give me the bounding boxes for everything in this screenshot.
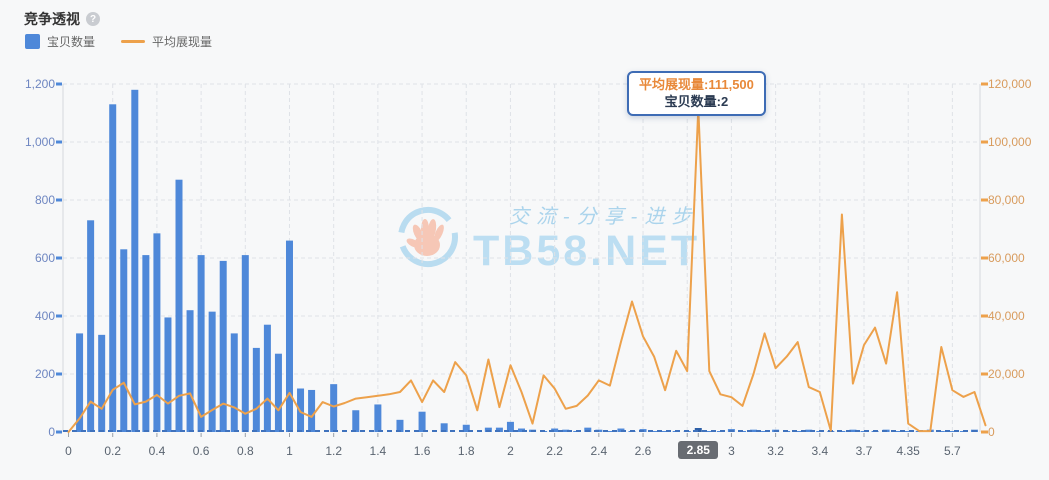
chart-legend: 宝贝数量 平均展现量 [25,33,212,50]
page-title: 竞争透视 [24,11,80,27]
bars-series [76,89,978,433]
line-series [67,107,987,433]
hover-marker-ring [692,102,705,115]
bar-swatch-icon [25,34,40,49]
line-swatch-icon [121,40,146,43]
horizontal-gridlines [63,83,980,375]
question-circle-icon[interactable]: ? [86,12,100,26]
legend-item-bar[interactable]: 宝贝数量 [25,33,95,50]
legend-line-label: 平均展现量 [152,35,213,49]
panel-header: 竞争透视 ? [24,9,100,29]
legend-bar-label: 宝贝数量 [47,35,96,49]
legend-item-line[interactable]: 平均展现量 [121,33,212,50]
